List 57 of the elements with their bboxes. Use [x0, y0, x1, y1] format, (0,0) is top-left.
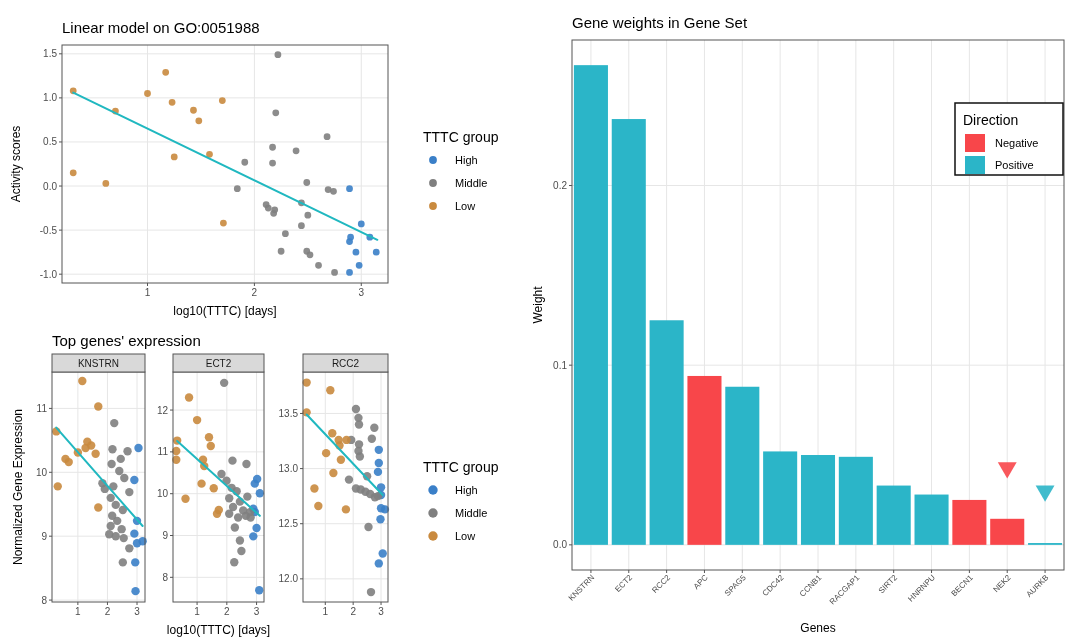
x-tick-label: 2	[251, 287, 258, 298]
y-tick-label: -1.0	[39, 268, 58, 280]
chart-subtitle: ECT2	[205, 357, 232, 369]
y-axis-title: Activity scores	[9, 125, 23, 203]
y-tick-label: 12.5	[278, 518, 299, 530]
x-tick-label: 3	[378, 606, 385, 617]
x-tick-label: 1	[75, 606, 82, 617]
legend-label: Low	[455, 200, 476, 212]
y-tick-label: 12	[156, 404, 169, 416]
legend-label: High	[455, 154, 478, 166]
y-tick-label: 0.0	[43, 180, 58, 192]
y-tick-label: -0.5	[39, 224, 58, 236]
x-tick-label: 1	[322, 606, 329, 617]
y-tick-label: 0.5	[43, 136, 58, 148]
legend-label: Middle	[455, 507, 488, 519]
y-tick-label: 1.5	[43, 48, 58, 60]
y-tick-label: 9	[41, 530, 48, 542]
y-tick-label: 10	[156, 488, 169, 500]
y-tick-label: 13.0	[278, 463, 299, 475]
legend-label: Low	[455, 530, 476, 542]
y-tick-label: 11	[157, 446, 169, 458]
x-tick-label: 1	[144, 287, 151, 298]
x-tick-label: 1	[194, 606, 201, 617]
y-tick-label: 8	[162, 571, 169, 583]
chart-title: Top genes' expression	[52, 332, 201, 349]
x-tick-label: 2	[104, 606, 111, 617]
legend-label: Negative	[995, 137, 1039, 149]
y-tick-label: 8	[41, 594, 48, 606]
y-tick-label: 0.1	[553, 359, 568, 371]
legend-title: Direction	[963, 112, 1019, 128]
x-axis-title: log10(TTTC) [days]	[173, 304, 277, 318]
chart-title: Linear model on GO:0051988	[62, 19, 260, 36]
y-tick-label: 9	[162, 530, 169, 542]
chart-subtitle: KNSTRN	[77, 357, 120, 369]
y-tick-label: 11	[36, 402, 48, 414]
y-tick-label: 13.5	[278, 407, 299, 419]
chart-subtitle: RCC2	[331, 357, 360, 369]
x-tick-label: 2	[224, 606, 231, 617]
chart-title: Gene weights in Gene Set	[572, 14, 748, 31]
x-tick-label: 3	[358, 287, 365, 298]
y-tick-label: 10	[35, 466, 48, 478]
legend-title: TTTC group	[423, 129, 499, 145]
y-axis-title: Weight	[531, 285, 545, 324]
legend-label: High	[455, 484, 478, 496]
x-tick-label: 3	[253, 606, 260, 617]
y-tick-label: 1.0	[43, 92, 58, 104]
y-tick-label: 0.0	[553, 539, 568, 551]
x-tick-label: 3	[134, 606, 141, 617]
y-tick-label: 12.0	[278, 573, 299, 585]
x-tick-label: 2	[350, 606, 357, 617]
y-tick-label: 0.2	[553, 180, 568, 192]
x-axis-title: Genes	[800, 621, 836, 635]
legend-title: TTTC group	[423, 459, 499, 475]
y-axis-title: Normalized Gene Expression	[11, 408, 25, 566]
x-axis-title: log10(TTTC) [days]	[166, 623, 271, 637]
legend-label: Positive	[995, 159, 1034, 171]
legend-label: Middle	[455, 177, 488, 189]
